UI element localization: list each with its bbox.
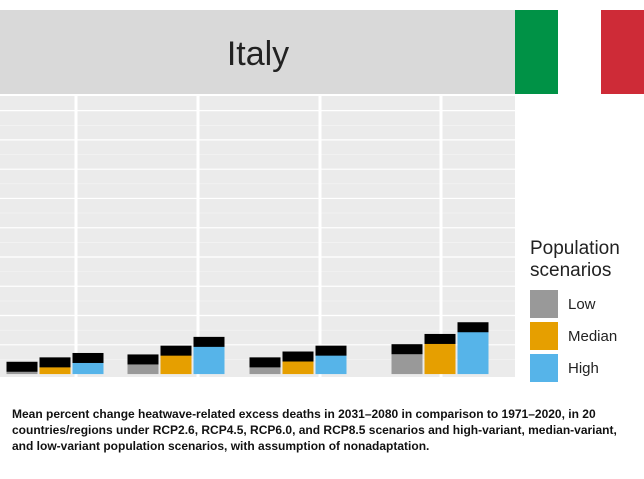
bar-rcp45-median bbox=[160, 350, 192, 375]
bar-rcp26-median bbox=[39, 362, 71, 375]
legend-item-high: High bbox=[528, 352, 640, 384]
legend-label-high: High bbox=[568, 359, 599, 377]
bar-rcp26-low-error-band bbox=[6, 361, 38, 372]
facet-strip bbox=[0, 10, 515, 94]
legend-item-low: Low bbox=[528, 288, 640, 320]
legend-title: Population scenarios bbox=[530, 238, 620, 281]
chart-area: Italy bbox=[0, 10, 644, 377]
bar-rcp60-low bbox=[249, 362, 281, 375]
bar-rcp85-median-error-band bbox=[424, 333, 456, 344]
bar-rcp26-median-error-band bbox=[39, 357, 71, 368]
bar-rcp45-high bbox=[193, 341, 225, 375]
bar-rcp60-median-error-band bbox=[282, 351, 314, 362]
bars bbox=[6, 322, 489, 375]
figure-caption: Mean percent change heatwave-related exc… bbox=[12, 407, 617, 453]
legend-item-median: Median bbox=[528, 320, 640, 352]
bar-rcp26-high-error-band bbox=[72, 352, 104, 363]
bar-rcp85-high-error-band bbox=[457, 322, 489, 333]
italy-flag bbox=[515, 10, 644, 94]
bar-rcp45-median-error-band bbox=[160, 345, 192, 356]
legend-label-low: Low bbox=[568, 295, 596, 313]
bar-rcp60-high-error-band bbox=[315, 345, 347, 356]
bar-rcp60-low-error-band bbox=[249, 357, 281, 368]
bar-rcp45-high-error-band bbox=[193, 336, 225, 347]
bar-rcp60-high bbox=[315, 350, 347, 375]
bar-rcp85-low-error-band bbox=[391, 344, 423, 355]
facet-title: Italy bbox=[227, 35, 289, 73]
flag-green-band bbox=[515, 10, 558, 94]
legend-swatch-high bbox=[530, 354, 558, 382]
bar-rcp85-high bbox=[457, 327, 489, 375]
flag-white-band bbox=[558, 10, 601, 94]
bar-rcp85-median bbox=[424, 338, 456, 375]
legend-swatch-low bbox=[530, 290, 558, 318]
grid-lines bbox=[0, 96, 515, 377]
legend: Population scenarios Low Median High bbox=[528, 238, 640, 384]
legend-label-median: Median bbox=[568, 327, 618, 345]
bar-rcp45-low-error-band bbox=[127, 354, 159, 365]
flag-red-band bbox=[601, 10, 644, 94]
legend-swatch-median bbox=[530, 322, 558, 350]
